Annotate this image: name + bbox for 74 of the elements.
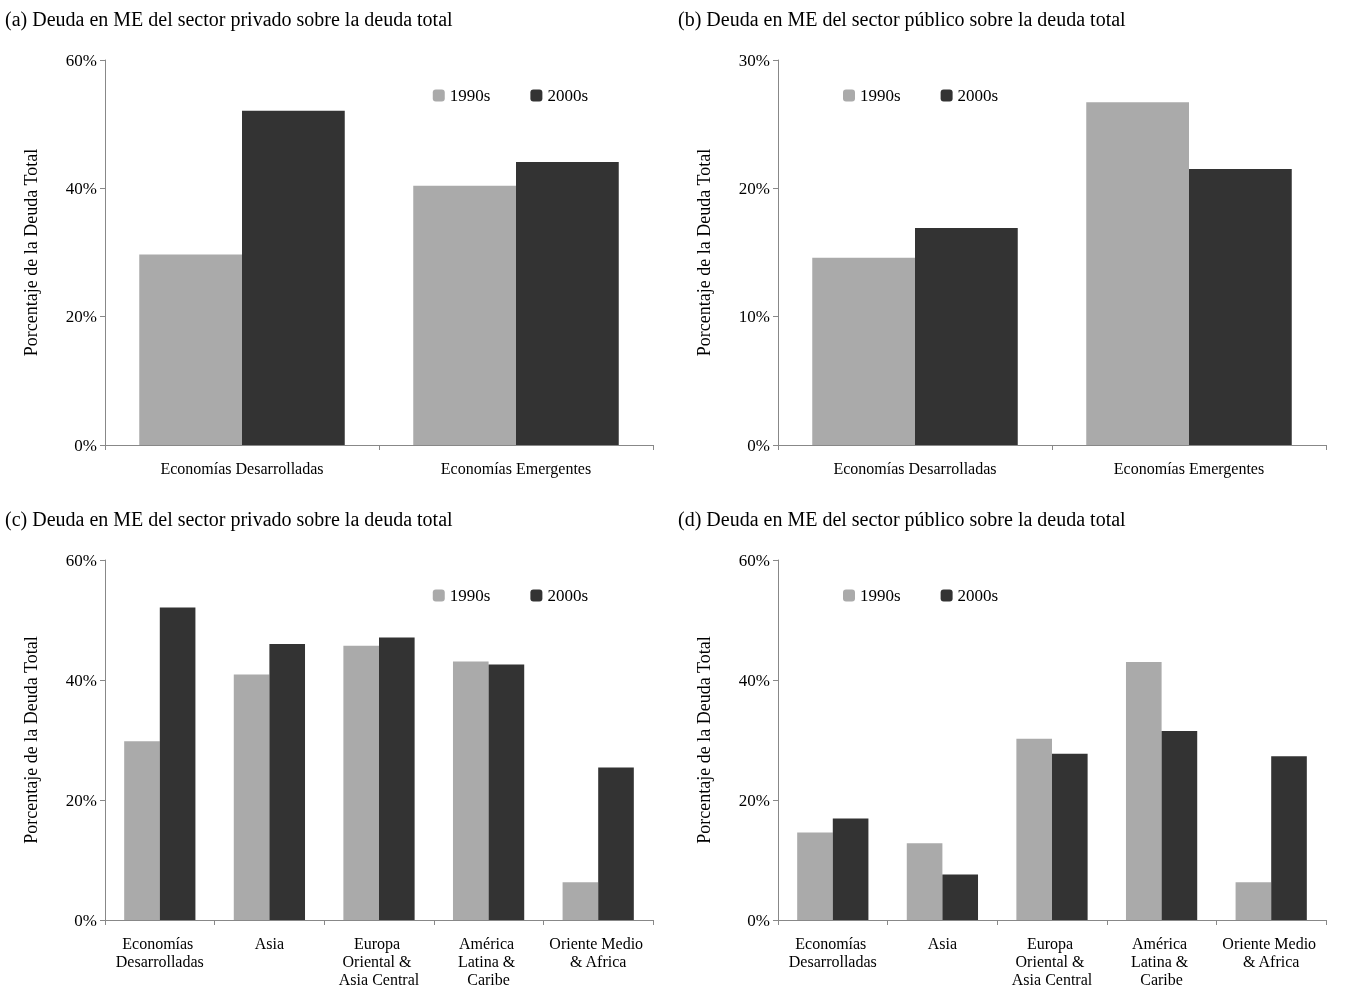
x-tick-label: Oriente Medio & Africa (549, 934, 648, 970)
legend-label: 1990s (860, 86, 901, 105)
x-tick-label: Europa Oriental & Asia Central (1011, 934, 1093, 988)
bar (413, 185, 516, 445)
bar (159, 607, 196, 920)
legend-label: 2000s (547, 586, 589, 605)
y-tick-label: 60% (738, 550, 770, 570)
chart-title: (b) Deuda en ME del sector público sobre la deuda total (678, 8, 1127, 31)
chart-title: (a) Deuda en ME del sector privado sobre la deuda total (5, 8, 454, 31)
y-tick-label: 30% (738, 50, 770, 70)
bar (832, 818, 869, 920)
bar (915, 228, 1018, 445)
y-tick-label: 20% (738, 178, 770, 198)
y-tick-label: 40% (65, 670, 97, 690)
y-tick-label: 60% (65, 550, 97, 570)
bar (139, 254, 242, 445)
x-tick-label: Economías Emergentes (440, 459, 592, 478)
bar (242, 110, 345, 445)
y-tick-label: 0% (74, 435, 97, 455)
bar (233, 674, 270, 920)
x-tick-label: Oriente Medio & Africa (1222, 934, 1321, 970)
y-axis-title: Porcentaje de la Deuda Total (21, 636, 41, 844)
x-tick-label: Economías Desarrolladas (788, 934, 877, 970)
y-axis-title: Porcentaje de la Deuda Total (694, 636, 714, 844)
bar (516, 162, 619, 445)
bar (1161, 731, 1198, 920)
bar (488, 664, 525, 920)
legend-label: 2000s (547, 86, 589, 105)
chart-title: (c) Deuda en ME del sector privado sobre la deuda total (5, 508, 454, 531)
x-tick-label: Economías Desarrolladas (115, 934, 204, 970)
y-tick-label: 20% (65, 307, 97, 327)
y-tick-label: 0% (747, 435, 770, 455)
y-axis-title: Porcentaje de la Deuda Total (694, 148, 714, 357)
bar (812, 257, 915, 445)
y-tick-label: 60% (65, 50, 97, 70)
bar (269, 644, 306, 920)
bar (1235, 882, 1272, 920)
y-axis-title: Porcentaje de la Deuda Total (21, 148, 41, 357)
bar (797, 832, 833, 920)
x-tick-label: América Latina & Caribe (457, 934, 520, 988)
bar (343, 645, 379, 920)
bar (598, 767, 634, 920)
bar (1189, 169, 1292, 445)
y-tick-label: 20% (65, 790, 97, 810)
bar (452, 661, 489, 920)
bar (906, 843, 943, 920)
x-tick-label: Economías Desarrolladas (833, 459, 997, 477)
bar (1016, 738, 1052, 920)
legend-label: 2000s (957, 586, 999, 605)
bar (942, 874, 979, 920)
y-tick-label: 40% (738, 670, 770, 690)
y-tick-label: 0% (74, 910, 97, 930)
bar (1086, 102, 1189, 445)
y-tick-label: 40% (65, 178, 97, 198)
bar (1052, 753, 1088, 920)
bar (1125, 662, 1162, 920)
x-tick-label: América Latina & Caribe (1130, 934, 1193, 988)
bar (124, 741, 160, 920)
x-tick-label: Economías Emergentes (1113, 459, 1265, 478)
legend-label: 1990s (860, 586, 901, 605)
x-tick-label: Economías Desarrolladas (160, 459, 324, 477)
legend-label: 2000s (957, 86, 999, 105)
x-tick-label: Europa Oriental & Asia Central (338, 934, 420, 988)
y-tick-label: 10% (738, 307, 770, 327)
y-tick-label: 0% (747, 910, 770, 930)
bar (562, 882, 599, 920)
legend-label: 1990s (449, 86, 491, 105)
bar (379, 637, 415, 920)
x-tick-label: Asia (254, 934, 285, 952)
y-tick-label: 20% (738, 790, 770, 810)
x-tick-label: Asia (927, 934, 958, 952)
chart-title: (d) Deuda en ME del sector público sobre la deuda total (678, 508, 1127, 531)
legend-label: 1990s (449, 586, 491, 605)
bar (1271, 756, 1307, 920)
